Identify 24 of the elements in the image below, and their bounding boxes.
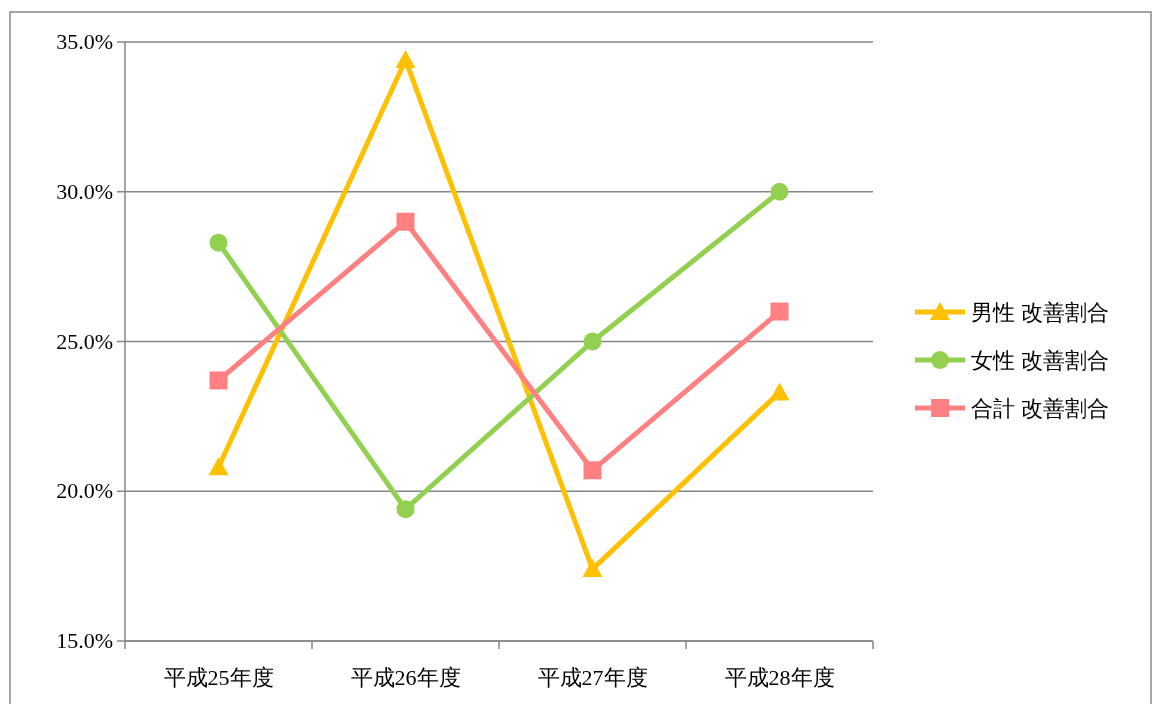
point: [770, 302, 789, 321]
y-tick-label: 20.0%: [56, 478, 113, 504]
x-tick-label: 平成25年度: [163, 665, 274, 690]
point: [395, 49, 416, 68]
point: [583, 332, 602, 351]
y-tick-label: 25.0%: [56, 328, 113, 354]
y-tick-label: 30.0%: [56, 178, 113, 204]
point: [769, 382, 790, 401]
legend-label: 女性 改善割合: [971, 348, 1109, 373]
legend-label: 男性 改善割合: [971, 300, 1109, 325]
x-tick-label: 平成28年度: [724, 665, 835, 690]
y-tick-label: 35.0%: [56, 29, 113, 54]
x-tick-label: 平成26年度: [350, 665, 461, 690]
x-tick-label: 平成27年度: [537, 665, 648, 690]
point: [396, 500, 415, 519]
point: [582, 559, 603, 578]
point: [209, 371, 228, 390]
legend-label: 合計 改善割合: [971, 396, 1109, 421]
point: [396, 212, 415, 231]
point: [209, 233, 228, 252]
point: [208, 457, 229, 476]
point: [770, 182, 789, 201]
point: [583, 461, 602, 480]
y-tick-label: 15.0%: [56, 628, 113, 653]
